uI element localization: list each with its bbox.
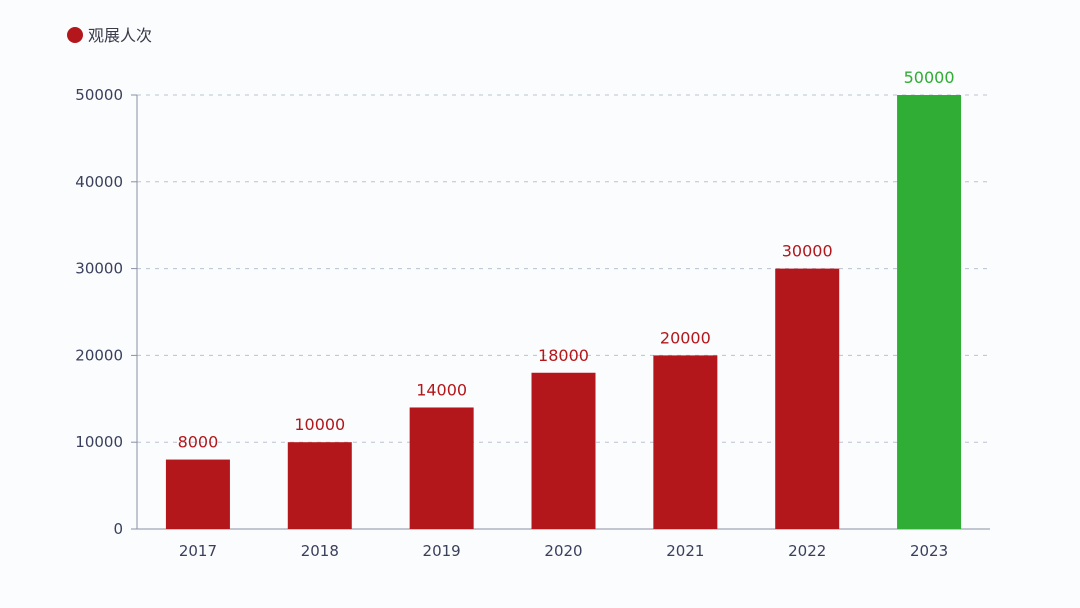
y-tick-label: 40000: [75, 173, 123, 191]
legend-marker: [67, 27, 83, 43]
x-tick-label: 2017: [179, 542, 217, 560]
data-label-2017: 8000: [178, 433, 219, 452]
data-label-2018: 10000: [294, 415, 345, 434]
x-tick-label: 2018: [301, 542, 339, 560]
bar-2021: [653, 355, 718, 529]
x-tick-label: 2021: [666, 542, 704, 560]
bar-2020: [531, 372, 596, 529]
bar-2022: [775, 268, 840, 529]
x-tick-label: 2023: [910, 542, 948, 560]
y-tick-label: 30000: [75, 260, 123, 278]
data-label-2020: 18000: [538, 346, 589, 365]
bar-2023: [897, 95, 962, 529]
data-label-2019: 14000: [416, 380, 467, 399]
y-tick-label: 10000: [75, 433, 123, 451]
data-label-2021: 20000: [660, 328, 711, 347]
x-tick-label: 2019: [423, 542, 461, 560]
bars: 8000 10000 14000 18000 20000 30000 50000: [165, 68, 962, 529]
data-label-2022: 30000: [782, 242, 833, 261]
data-label-2023: 50000: [904, 68, 955, 87]
legend-label: 观展人次: [88, 26, 152, 45]
legend: 观展人次: [67, 26, 152, 45]
x-tick-label: 2022: [788, 542, 826, 560]
bar-2018: [287, 442, 352, 529]
y-axis-ticks: 0 10000 20000 30000 40000 50000: [75, 86, 137, 538]
x-tick-label: 2020: [544, 542, 582, 560]
bar-2019: [409, 407, 474, 529]
bar-2017: [165, 459, 230, 529]
y-tick-label: 50000: [75, 86, 123, 104]
y-tick-label: 0: [113, 520, 123, 538]
x-axis-labels: 2017 2018 2019 2020 2021 2022 2023: [179, 542, 948, 560]
y-tick-label: 20000: [75, 346, 123, 364]
